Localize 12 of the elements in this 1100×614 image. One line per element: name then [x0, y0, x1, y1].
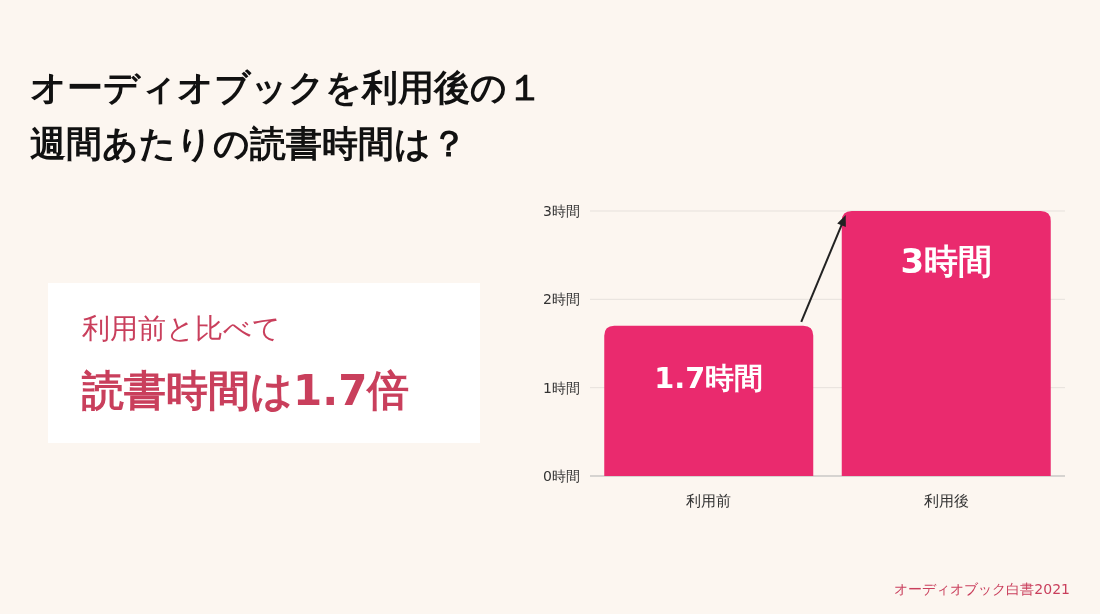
- text: オーディオブック白書2021: [894, 581, 1070, 597]
- x-tick-label: 利用後: [923, 492, 969, 510]
- data-label: 3時間: [900, 241, 993, 281]
- data-label: 1.7時間: [654, 360, 764, 395]
- y-tick-label: 2時間: [543, 291, 580, 308]
- y-tick-label: 0時間: [543, 468, 580, 484]
- text: 読書時間は1.7倍: [81, 366, 410, 415]
- x-tick-label: 利用前: [686, 492, 732, 510]
- y-tick-label: 1時間: [543, 379, 580, 396]
- text: オーディオブックを利用後の１週間あたりの読書時間は？: [30, 67, 543, 164]
- y-tick-label: 3時間: [543, 203, 580, 219]
- text: 利用前と比べて: [82, 312, 281, 345]
